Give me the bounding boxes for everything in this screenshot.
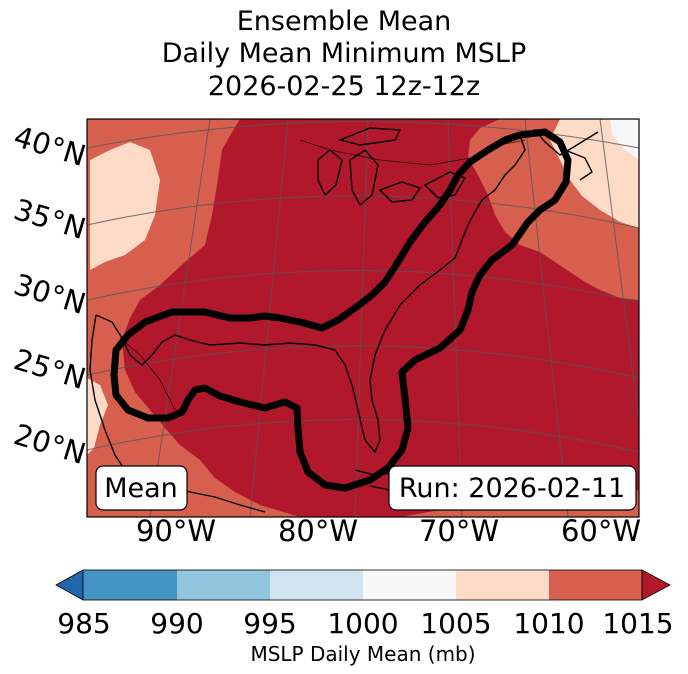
title-line-2: Daily Mean Minimum MSLP [161,38,527,69]
graticule [87,119,639,517]
lat-label-20: 20°N [10,417,90,471]
lon-label-70w: 70°W [419,514,499,548]
field-1005-1010-west [90,142,160,270]
colorbar-bin-1000-1005 [363,570,456,600]
field-1005-1010-west2 [87,378,108,455]
title-line-1: Ensemble Mean [236,6,452,37]
colorbar-bin-990-995 [177,570,270,600]
lat-label-35: 35°N [10,192,90,246]
colorbar-tick-1015: 1015 [602,607,673,640]
map-area [87,119,639,517]
title-line-3: 2026-02-25 12z-12z [207,71,481,102]
colorbar-extend-low [55,569,84,601]
colorbar-bin-985-990 [83,570,177,600]
colorbar-tick-1000: 1000 [327,607,398,640]
lon-label-60w: 60°W [561,514,641,548]
colorbar-bin-1005-1010 [456,570,549,600]
contour-line [110,128,572,492]
field-1005-1010-ne [550,119,639,228]
colorbar-tick-1010: 1010 [513,607,584,640]
run-label: Run: 2026-02-11 [399,473,625,504]
colorbar-tick-995: 995 [243,607,296,640]
colorbar-bin-1010-1015 [549,570,642,600]
lat-label-30: 30°N [10,267,90,321]
lat-label-40: 40°N [10,119,90,173]
run-box [388,465,637,511]
colorbar: 985 990 995 1000 1005 1010 1015 MSLP Dai… [55,569,674,666]
colorbar-tick-985: 985 [57,607,110,640]
mean-label: Mean [104,473,178,504]
lat-label-25: 25°N [10,342,90,396]
lon-label-90w: 90°W [136,514,216,548]
colorbar-label: MSLP Daily Mean (mb) [250,642,475,666]
colorbar-bin-995-1000 [270,570,363,600]
field-1000-1005-ne [610,119,639,160]
lon-label-80w: 80°W [278,514,358,548]
colorbar-tick-1005: 1005 [420,607,491,640]
mean-box [95,465,188,511]
colorbar-extend-high [641,569,671,601]
colorbar-tick-990: 990 [150,607,203,640]
map-frame [86,118,640,518]
colorbar-frame [82,569,643,601]
